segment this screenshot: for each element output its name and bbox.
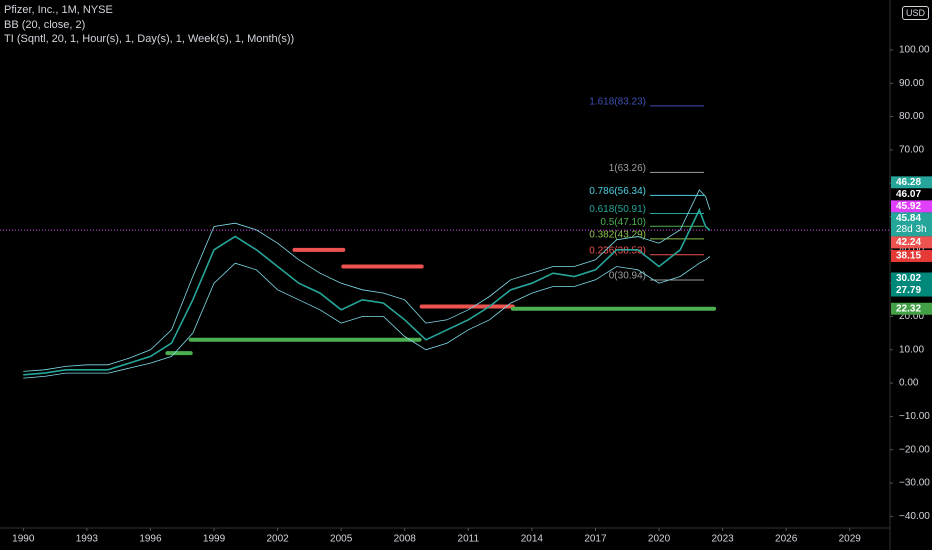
price-label-bg [891,200,932,213]
price-label: 45.92 [896,201,921,212]
x-tick-label: 2008 [394,534,417,545]
y-tick-label: −20.00 [899,444,930,455]
x-tick-label: 2011 [458,534,480,545]
x-tick-label: 1996 [139,534,162,545]
x-tick-label: 1993 [76,534,99,545]
y-tick-label: 90.00 [899,78,924,89]
x-tick-label: 2014 [521,534,544,545]
x-tick-label: 2002 [266,534,289,545]
price-label-bg [891,302,932,315]
price-label-bg [891,176,932,189]
y-tick-label: 80.00 [899,111,924,122]
fib-label: 1(63.26) [609,163,646,174]
x-tick-label: 2005 [330,534,353,545]
price-label: 22.32 [896,303,921,314]
price-label: 42.24 [896,237,921,248]
x-tick-label: 1990 [12,534,35,545]
x-tick-label: 2026 [775,534,798,545]
x-tick-label: 2023 [711,534,734,545]
y-tick-label: −10.00 [899,411,930,422]
fib-label: 0.5(47.10) [600,217,646,228]
y-tick-label: 20.00 [899,311,924,322]
indicator-ti[interactable]: TI (Sqntl, 20, 1, Hour(s), 1, Day(s), 1,… [4,33,295,45]
price-label-bg [891,188,932,201]
series-line [23,207,711,376]
fib-label: 0.382(43.29) [589,230,646,241]
series-line [23,189,711,372]
price-label-bg [891,284,932,297]
fib-label: 0(30.94) [609,271,646,282]
price-label-bg [891,212,932,237]
price-label: 46.28 [896,177,921,188]
price-label: 45.84 [896,213,921,224]
y-tick-label: −40.00 [899,511,930,522]
price-label-countdown: 28d 3h [896,224,927,235]
symbol-title[interactable]: Pfizer, Inc., 1M, NYSE [4,4,113,16]
price-label: 27.79 [896,285,921,296]
x-tick-label: 2020 [648,534,671,545]
fib-label: 0.618(50.91) [589,204,646,215]
fib-label: 0.236(38.53) [589,245,646,256]
price-label: 38.15 [896,251,921,262]
x-tick-label: 2029 [839,534,862,545]
price-label-bg [891,250,932,263]
fib-label: 1.618(83.23) [589,96,646,107]
series-line [23,256,711,379]
price-label: 30.02 [896,273,921,284]
x-tick-label: 2017 [584,534,607,545]
x-tick-label: 1999 [203,534,226,545]
price-label-bg [891,236,932,249]
price-label-bg [891,272,932,285]
y-tick-label: 100.00 [899,45,930,56]
currency-badge[interactable]: USD [902,6,930,20]
price-label: 46.07 [896,189,921,200]
indicator-bb[interactable]: BB (20, close, 2) [4,19,86,31]
y-tick-label: 70.00 [899,145,924,156]
y-tick-label: −30.00 [899,478,930,489]
y-tick-label: 40.00 [899,244,924,255]
y-tick-label: 0.00 [899,378,919,389]
fib-label: 0.786(56.34) [589,186,646,197]
y-tick-label: 10.00 [899,344,924,355]
